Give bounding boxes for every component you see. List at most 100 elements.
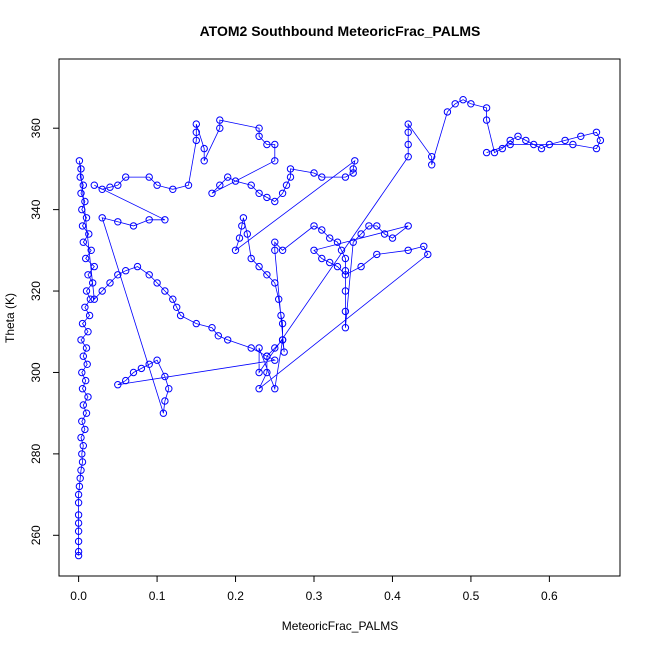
data-point — [490, 148, 499, 157]
data-point — [122, 267, 130, 275]
data-point — [271, 157, 279, 165]
data-point — [271, 238, 279, 246]
data-point — [351, 157, 359, 165]
data-point — [522, 136, 530, 145]
y-tick-label: 320 — [29, 281, 43, 301]
data-point — [341, 267, 350, 275]
data-point — [153, 181, 161, 189]
data-point — [231, 177, 240, 185]
y-axis-label: Theta (K) — [3, 293, 17, 343]
data-point — [214, 332, 223, 340]
data-point — [506, 136, 514, 145]
data-point — [145, 216, 153, 224]
data-point — [122, 376, 130, 385]
data-point — [78, 385, 87, 393]
data-point — [90, 262, 99, 271]
data-point — [114, 181, 122, 189]
data-point — [310, 222, 318, 230]
data-point — [239, 214, 248, 222]
data-point — [482, 116, 491, 124]
data-point — [459, 96, 467, 104]
data-point — [79, 442, 88, 450]
data-point — [467, 100, 475, 108]
data-point — [231, 246, 240, 255]
data-point — [514, 132, 522, 141]
data-point — [78, 450, 86, 458]
data-point — [78, 417, 86, 425]
data-point — [349, 165, 357, 173]
data-point — [271, 385, 279, 393]
data-point — [357, 262, 365, 271]
data-point — [114, 381, 122, 389]
data-point — [263, 193, 271, 202]
data-point — [592, 144, 601, 153]
plot-frame — [58, 58, 621, 577]
data-point — [79, 238, 88, 246]
y-tick-label: 280 — [29, 444, 43, 464]
data-point — [216, 124, 224, 132]
data-point — [349, 169, 357, 177]
plot-layer — [74, 96, 605, 560]
data-point — [114, 271, 122, 279]
y-tick-label: 260 — [29, 525, 43, 545]
data-point — [133, 262, 142, 271]
data-point — [153, 279, 161, 287]
data-point — [79, 181, 88, 189]
data-point — [82, 376, 90, 385]
data-point — [349, 238, 357, 246]
data-point — [255, 189, 263, 198]
series-line — [78, 99, 601, 556]
data-point — [159, 409, 168, 417]
data-point — [569, 140, 577, 149]
data-point — [238, 222, 246, 230]
data-point — [216, 116, 224, 124]
data-point — [247, 344, 255, 352]
data-point — [404, 140, 412, 149]
data-point — [85, 311, 94, 320]
data-point — [78, 205, 86, 214]
data-point — [310, 169, 318, 177]
data-point — [333, 238, 342, 246]
data-point — [200, 157, 208, 165]
data-point — [255, 368, 263, 377]
data-point — [404, 128, 412, 137]
data-point — [216, 181, 224, 189]
data-point — [271, 197, 279, 206]
data-point — [78, 458, 87, 466]
data-point — [243, 230, 252, 238]
data-point — [74, 547, 83, 556]
x-tick-label: 0.5 — [463, 589, 480, 603]
data-point — [82, 287, 91, 295]
data-point — [318, 254, 326, 263]
data-point — [85, 230, 93, 238]
data-point — [373, 222, 381, 230]
data-point — [271, 356, 279, 364]
data-point — [77, 466, 85, 474]
data-point — [98, 185, 106, 194]
data-point — [326, 234, 334, 242]
data-point — [165, 385, 173, 393]
y-tick-label: 360 — [29, 118, 43, 138]
data-point — [161, 287, 169, 295]
data-point — [561, 136, 569, 145]
data-point — [77, 165, 85, 173]
data-point — [145, 360, 153, 368]
x-tick-label: 0.1 — [149, 589, 166, 603]
data-point — [77, 336, 85, 344]
data-point — [482, 104, 491, 112]
data-point — [498, 144, 506, 153]
chart-title: ATOM2 Southbound MeteoricFrac_PALMS — [200, 23, 481, 39]
data-point — [278, 319, 287, 328]
data-point — [89, 279, 97, 287]
data-point — [286, 165, 295, 173]
data-point — [78, 319, 87, 328]
data-point — [380, 230, 389, 238]
data-point — [255, 262, 263, 271]
data-point — [106, 279, 114, 287]
data-point — [341, 173, 350, 181]
data-point — [169, 185, 177, 194]
data-point — [161, 216, 169, 224]
data-point — [271, 246, 279, 255]
data-point — [592, 128, 601, 137]
